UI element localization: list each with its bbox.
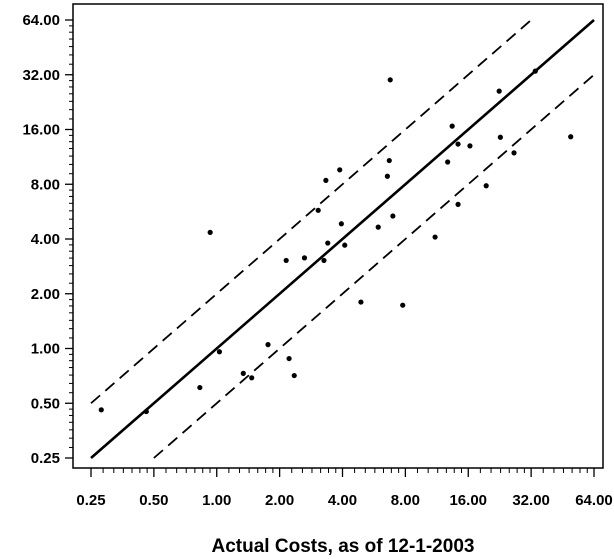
x-tick-label: 8.00 bbox=[391, 492, 420, 509]
y-tick-label: 1.00 bbox=[31, 341, 60, 358]
x-axis: 0.25 0.50 1.00 2.00 4.00 8.00 16.00 32.00 64.00 bbox=[76, 468, 613, 509]
data-point bbox=[240, 370, 246, 376]
x-tick-label: 32.00 bbox=[512, 492, 550, 509]
data-point bbox=[400, 302, 406, 308]
data-point bbox=[98, 407, 104, 413]
data-point bbox=[286, 355, 292, 362]
y-tick-label: 32.00 bbox=[22, 67, 60, 84]
fit-line bbox=[90, 19, 595, 459]
data-point bbox=[375, 224, 381, 230]
x-tick-label: 64.00 bbox=[575, 492, 613, 509]
data-point bbox=[283, 257, 289, 264]
data-point bbox=[143, 408, 149, 415]
data-point bbox=[384, 173, 390, 179]
data-point bbox=[568, 134, 574, 140]
y-tick-label: 16.00 bbox=[22, 122, 60, 139]
y-tick-label: 2.00 bbox=[31, 286, 60, 303]
data-points bbox=[98, 68, 574, 415]
data-point bbox=[467, 143, 473, 149]
data-point bbox=[358, 299, 364, 305]
data-point bbox=[387, 77, 393, 83]
data-point bbox=[511, 150, 517, 156]
x-tick-label: 1.00 bbox=[202, 492, 231, 509]
data-point bbox=[315, 207, 321, 213]
data-point bbox=[291, 372, 297, 379]
data-point bbox=[449, 123, 455, 129]
y-axis: 0.25 0.50 1.00 2.00 4.00 8.00 16.00 32.00 64.00 bbox=[22, 12, 73, 467]
x-tick-label: 4.00 bbox=[328, 492, 357, 509]
data-point bbox=[323, 177, 329, 183]
data-point bbox=[386, 157, 392, 164]
data-point bbox=[455, 141, 461, 147]
data-point bbox=[216, 349, 223, 355]
data-point bbox=[445, 159, 451, 165]
y-tick-label: 0.50 bbox=[31, 395, 60, 412]
reference-lines bbox=[90, 16, 595, 459]
x-axis-title: Actual Costs, as of 12-1-2003 bbox=[212, 536, 475, 557]
data-point bbox=[497, 134, 503, 140]
data-point bbox=[390, 213, 396, 219]
data-point bbox=[532, 68, 538, 74]
data-point bbox=[321, 257, 327, 264]
data-point bbox=[207, 229, 213, 235]
y-tick-label: 64.00 bbox=[22, 12, 60, 29]
data-point bbox=[301, 255, 308, 261]
data-point bbox=[496, 88, 502, 94]
data-point bbox=[337, 167, 343, 173]
y-tick-label: 0.25 bbox=[31, 450, 60, 467]
plot-frame bbox=[72, 3, 604, 469]
data-point bbox=[432, 234, 438, 240]
x-tick-label: 0.25 bbox=[76, 492, 105, 509]
x-tick-label: 0.50 bbox=[139, 492, 168, 509]
data-point bbox=[483, 183, 489, 189]
dashed-bound-line-1 bbox=[90, 16, 536, 404]
x-tick-label: 2.00 bbox=[265, 492, 294, 509]
dashed-bound-line-2 bbox=[153, 74, 595, 459]
data-point bbox=[325, 240, 331, 246]
data-point bbox=[265, 342, 271, 348]
data-point bbox=[197, 384, 203, 391]
data-point bbox=[342, 242, 348, 248]
data-point bbox=[249, 375, 255, 381]
y-tick-label: 8.00 bbox=[31, 176, 60, 193]
data-point bbox=[455, 201, 461, 207]
x-tick-label: 16.00 bbox=[449, 492, 487, 509]
y-tick-label: 4.00 bbox=[31, 231, 60, 248]
data-point bbox=[338, 221, 344, 227]
